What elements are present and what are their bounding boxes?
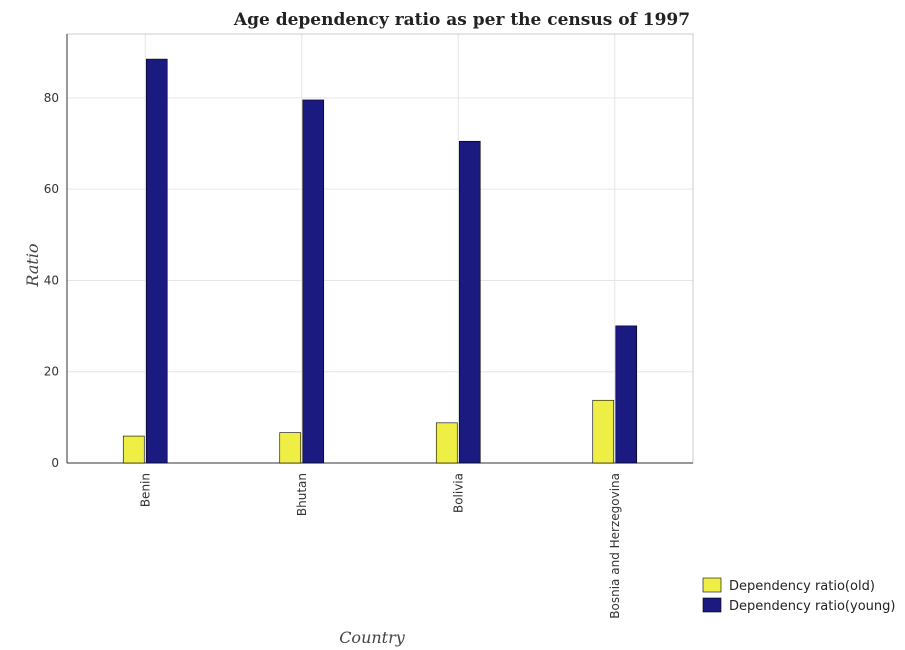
grid-lines	[67, 34, 693, 464]
legend: Dependency ratio(old) Dependency ratio(yo…	[702, 577, 895, 614]
bar-young-2	[458, 140, 481, 464]
bar-young-1	[302, 99, 325, 464]
legend-label-0: Dependency ratio(old)	[729, 579, 875, 594]
x-tick-label-0: Benin	[138, 473, 152, 507]
x-tick-label-3: Bosnia and Herzegovina	[608, 473, 622, 619]
y-axis-label: Ratio	[23, 243, 42, 287]
axes	[66, 33, 694, 464]
bar-old-3	[592, 399, 615, 464]
tick-labels: 0 20 40 60 80 Benin Bhutan Bolivia Bosnia and He…	[44, 91, 622, 619]
legend-swatch-0	[702, 577, 722, 593]
bar-young-3	[615, 325, 638, 464]
bar-old-0	[122, 435, 145, 464]
bar-old-2	[435, 422, 458, 464]
y-tick-label-2: 40	[44, 273, 59, 287]
x-tick-label-1: Bhutan	[295, 473, 309, 516]
legend-swatch-1	[702, 597, 722, 613]
y-tick-label-3: 60	[44, 182, 59, 196]
chart-title: Age dependency ratio as per the census o…	[233, 10, 690, 30]
y-tick-label-0: 0	[51, 456, 59, 470]
legend-label-1: Dependency ratio(young)	[729, 599, 895, 614]
bar-young-0	[145, 58, 168, 464]
y-tick-label-1: 20	[44, 365, 59, 379]
x-axis-label: Country	[339, 628, 406, 647]
bar-old-1	[279, 432, 302, 464]
x-tick-label-2: Bolivia	[451, 473, 465, 513]
bars	[122, 58, 638, 464]
y-tick-label-4: 80	[44, 91, 59, 105]
